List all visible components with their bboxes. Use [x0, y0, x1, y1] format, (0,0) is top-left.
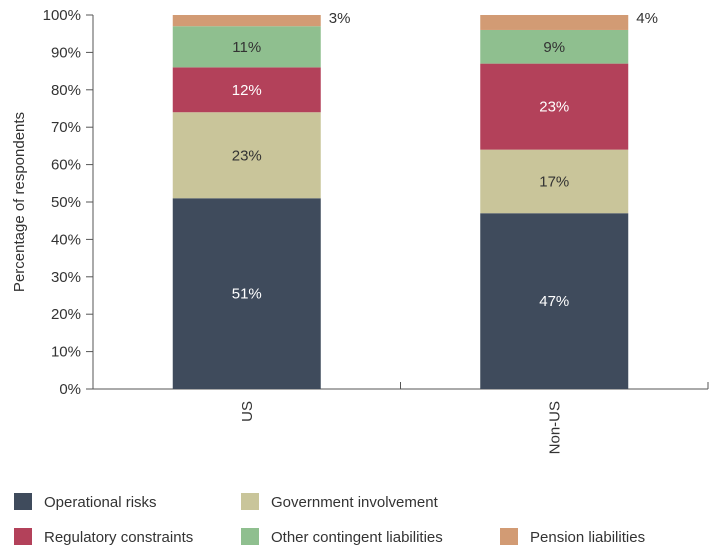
y-axis-title-group: Percentage of respondents	[11, 112, 28, 292]
x-category-label: Non-US	[546, 401, 563, 454]
legend-item: Pension liabilities	[500, 528, 645, 546]
legend-swatch	[500, 528, 518, 545]
data-label: 12%	[232, 82, 262, 99]
bar-segment	[172, 15, 321, 27]
legend-swatch	[241, 528, 259, 545]
bar-segment	[172, 67, 321, 113]
bar-segment	[480, 213, 629, 389]
y-tick-label: 60%	[51, 157, 81, 174]
y-tick-label: 10%	[51, 344, 81, 361]
y-tick-label: 80%	[51, 82, 81, 99]
bar-segment	[480, 15, 629, 30]
bar-segment	[172, 198, 321, 389]
data-label: 23%	[232, 147, 262, 164]
bar-segment	[480, 149, 629, 214]
y-tick-label: 90%	[51, 44, 81, 61]
legend-item: Government involvement	[241, 493, 439, 511]
y-tick-label: 70%	[51, 119, 81, 136]
legend-label: Government involvement	[271, 494, 439, 511]
y-tick-label: 20%	[51, 306, 81, 323]
legend-swatch	[14, 493, 32, 510]
bar-segment	[172, 26, 321, 68]
data-label: 47%	[539, 293, 569, 310]
legend-item: Operational risks	[14, 493, 157, 511]
x-axis: US Non-US	[92, 382, 709, 454]
data-label: 11%	[232, 39, 261, 56]
legend-item: Other contingent liabilities	[241, 528, 443, 546]
bar-segment	[480, 63, 629, 150]
legend-swatch	[241, 493, 259, 510]
y-tick-label: 40%	[51, 231, 81, 248]
legend: Operational risks Government involvement R…	[14, 493, 645, 546]
y-tick-label: 100%	[43, 7, 81, 24]
bars-group: 51% 23% 12% 11% 3% 47% 17% 23% 9% 4%	[172, 10, 658, 389]
legend-swatch	[14, 528, 32, 545]
data-label: 51%	[232, 286, 262, 303]
y-axis-title: Percentage of respondents	[11, 112, 28, 292]
legend-label: Pension liabilities	[530, 529, 645, 546]
data-label: 17%	[539, 173, 569, 190]
data-label: 23%	[539, 99, 569, 116]
bar-segment	[480, 29, 629, 64]
data-label: 3%	[329, 10, 351, 27]
x-category-label: US	[239, 401, 256, 422]
bar-segment	[172, 112, 321, 199]
y-tick-label: 30%	[51, 269, 81, 286]
legend-item: Regulatory constraints	[14, 528, 193, 546]
y-axis: 0% 10% 20% 30% 40% 50% 60% 70% 80% 90% 100%	[43, 7, 94, 398]
data-label: 9%	[543, 39, 565, 56]
legend-label: Other contingent liabilities	[271, 529, 443, 546]
y-tick-label: 50%	[51, 194, 81, 211]
legend-label: Regulatory constraints	[44, 529, 193, 546]
data-label: 4%	[636, 10, 658, 27]
y-tick-label: 0%	[59, 381, 81, 398]
legend-label: Operational risks	[44, 494, 157, 511]
